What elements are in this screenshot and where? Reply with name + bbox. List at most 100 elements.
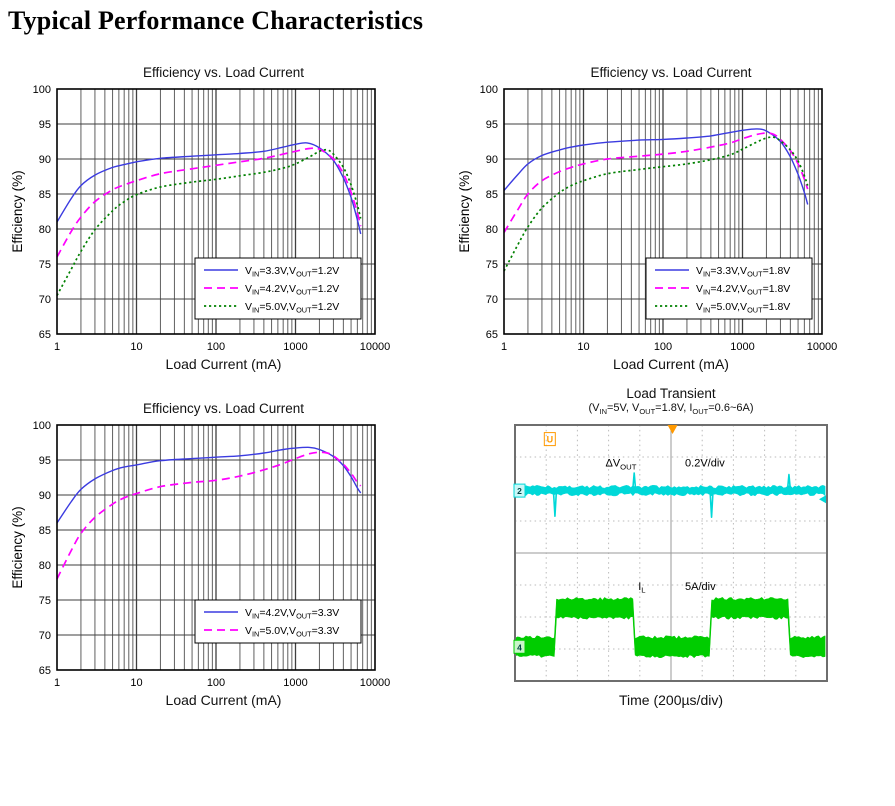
vout-trace — [514, 484, 826, 497]
x-axis-label: Load Current (mA) — [165, 356, 282, 372]
chart-title: Efficiency vs. Load Current — [142, 401, 305, 416]
scope-label-1: 0.2V/div — [685, 458, 725, 470]
right-edge-cursor-arrow — [819, 495, 826, 504]
legend-label-2: VIN=5.0V,VOUT=1.2V — [245, 301, 339, 315]
svg-text:U: U — [547, 435, 554, 445]
scope-label-0: ΔVOUT — [605, 458, 636, 472]
series-line-1 — [503, 132, 809, 233]
scope-load-transient: Load Transient (VIN=5V, VOUT=1.8V, IOUT=… — [447, 372, 895, 708]
series-line-0 — [503, 128, 809, 205]
svg-text:10: 10 — [577, 341, 589, 353]
svg-text:10000: 10000 — [359, 341, 390, 353]
channel2-marker: 2 — [513, 483, 526, 498]
svg-text:1000: 1000 — [283, 341, 307, 353]
efficiency-plot-vout1v8: 65 70 75 80 85 90 95 100 1 10 100 1000 10000 Efficien… — [457, 84, 837, 353]
svg-text:95: 95 — [486, 119, 498, 131]
svg-text:90: 90 — [486, 154, 498, 166]
svg-text:1000: 1000 — [730, 341, 754, 353]
series-line-2 — [503, 136, 809, 272]
svg-text:75: 75 — [38, 595, 50, 607]
page-title: Typical Performance Characteristics — [8, 6, 424, 35]
chart-title: Load Transient — [626, 385, 716, 401]
svg-text:65: 65 — [38, 665, 50, 677]
svg-text:10: 10 — [130, 341, 142, 353]
svg-text:95: 95 — [38, 455, 50, 467]
y-axis-label: Efficiency (%) — [10, 506, 25, 588]
chart-title: Efficiency vs. Load Current — [142, 65, 305, 80]
legend-label-1: VIN=5.0V,VOUT=3.3V — [245, 625, 339, 639]
svg-text:100: 100 — [654, 341, 672, 353]
svg-text:85: 85 — [486, 189, 498, 201]
x-tick-labels: 1 10 100 1000 10000 — [501, 341, 837, 353]
scope-label-3: 5A/div — [685, 581, 716, 593]
x-tick-labels: 1 10 100 1000 10000 — [53, 677, 389, 689]
x-axis-label: Load Current (mA) — [165, 692, 282, 708]
svg-text:80: 80 — [486, 224, 498, 236]
vout-transient-spike — [786, 473, 792, 491]
svg-text:1: 1 — [53, 677, 59, 689]
svg-text:10: 10 — [130, 677, 142, 689]
legend-label-2: VIN=5.0V,VOUT=1.8V — [696, 301, 790, 315]
chart-efficiency-vout1v2: Efficiency vs. Load Current 65 70 75 80 85 90… — [0, 36, 447, 372]
legend-label-1: VIN=4.2V,VOUT=1.2V — [245, 283, 339, 297]
legend-label-0: VIN=3.3V,VOUT=1.8V — [696, 265, 790, 279]
channel4-marker: 4 — [513, 639, 526, 654]
legend: VIN=3.3V,VOUT=1.8V VIN=4.2V,VOUT=1.8V VIN=… — [645, 257, 813, 320]
series-line-0 — [55, 142, 361, 235]
legend: VIN=3.3V,VOUT=1.2V VIN=4.2V,VOUT=1.2V VIN=… — [194, 257, 361, 320]
svg-text:85: 85 — [38, 189, 50, 201]
svg-text:80: 80 — [38, 560, 50, 572]
scope-label-2: IL — [638, 581, 646, 595]
legend-label-0: VIN=4.2V,VOUT=3.3V — [245, 607, 339, 621]
svg-text:80: 80 — [38, 224, 50, 236]
chart-efficiency-vout1v8: Efficiency vs. Load Current 65 70 75 80 85 90… — [447, 36, 895, 372]
y-tick-labels: 65 70 75 80 85 90 95 100 — [480, 84, 498, 341]
svg-text:90: 90 — [38, 154, 50, 166]
svg-text:100: 100 — [32, 420, 50, 432]
trigger-position-marker — [667, 425, 678, 434]
vout-transient-spike — [552, 490, 558, 517]
svg-text:65: 65 — [38, 329, 50, 341]
svg-text:4: 4 — [517, 642, 522, 652]
svg-text:100: 100 — [206, 677, 224, 689]
vout-transient-spike — [709, 490, 714, 518]
x-tick-labels: 1 10 100 1000 10000 — [53, 341, 389, 353]
plot-frame — [503, 88, 823, 335]
svg-text:70: 70 — [38, 294, 50, 306]
svg-text:100: 100 — [480, 84, 498, 96]
x-axis-label: Time (200µs/div) — [618, 692, 723, 708]
plot-frame — [55, 88, 376, 335]
series-line-1 — [55, 147, 362, 258]
svg-text:10000: 10000 — [359, 677, 390, 689]
svg-text:1: 1 — [53, 341, 59, 353]
scope-grid — [515, 425, 827, 681]
y-tick-labels: 65 70 75 80 85 90 95 100 — [32, 420, 50, 677]
legend: VIN=4.2V,VOUT=3.3V VIN=5.0V,VOUT=3.3V — [194, 599, 361, 644]
vout-transient-spike — [631, 472, 637, 491]
svg-text:90: 90 — [38, 490, 50, 502]
trigger-level-marker: U — [543, 432, 556, 447]
svg-text:1000: 1000 — [283, 677, 307, 689]
legend-label-1: VIN=4.2V,VOUT=1.8V — [696, 283, 790, 297]
x-axis-label: Load Current (mA) — [613, 356, 729, 372]
svg-text:75: 75 — [38, 259, 50, 271]
oscilloscope-screen: ΔVOUT 0.2V/div IL 5A/div U 2 4 — [513, 424, 828, 682]
chart-title: Efficiency vs. Load Current — [590, 65, 752, 80]
series-line-0 — [55, 446, 361, 524]
svg-text:70: 70 — [486, 294, 498, 306]
chart-efficiency-vout3v3: Efficiency vs. Load Current 65 70 75 80 85 90… — [0, 372, 447, 708]
plot-frame — [55, 424, 376, 671]
charts-grid: Efficiency vs. Load Current 65 70 75 80 85 90… — [0, 36, 895, 708]
y-axis-label: Efficiency (%) — [457, 170, 472, 252]
il-trace — [514, 596, 826, 659]
svg-text:65: 65 — [486, 329, 498, 341]
legend-label-0: VIN=3.3V,VOUT=1.2V — [245, 265, 339, 279]
y-tick-labels: 65 70 75 80 85 90 95 100 — [32, 84, 50, 341]
svg-text:85: 85 — [38, 525, 50, 537]
svg-text:100: 100 — [206, 341, 224, 353]
efficiency-plot-vout3v3: 65 70 75 80 85 90 95 100 1 10 100 1000 10000 Efficien… — [10, 420, 390, 689]
svg-text:10000: 10000 — [807, 341, 838, 353]
y-axis-label: Efficiency (%) — [10, 170, 25, 252]
svg-text:70: 70 — [38, 630, 50, 642]
svg-text:2: 2 — [517, 486, 522, 496]
